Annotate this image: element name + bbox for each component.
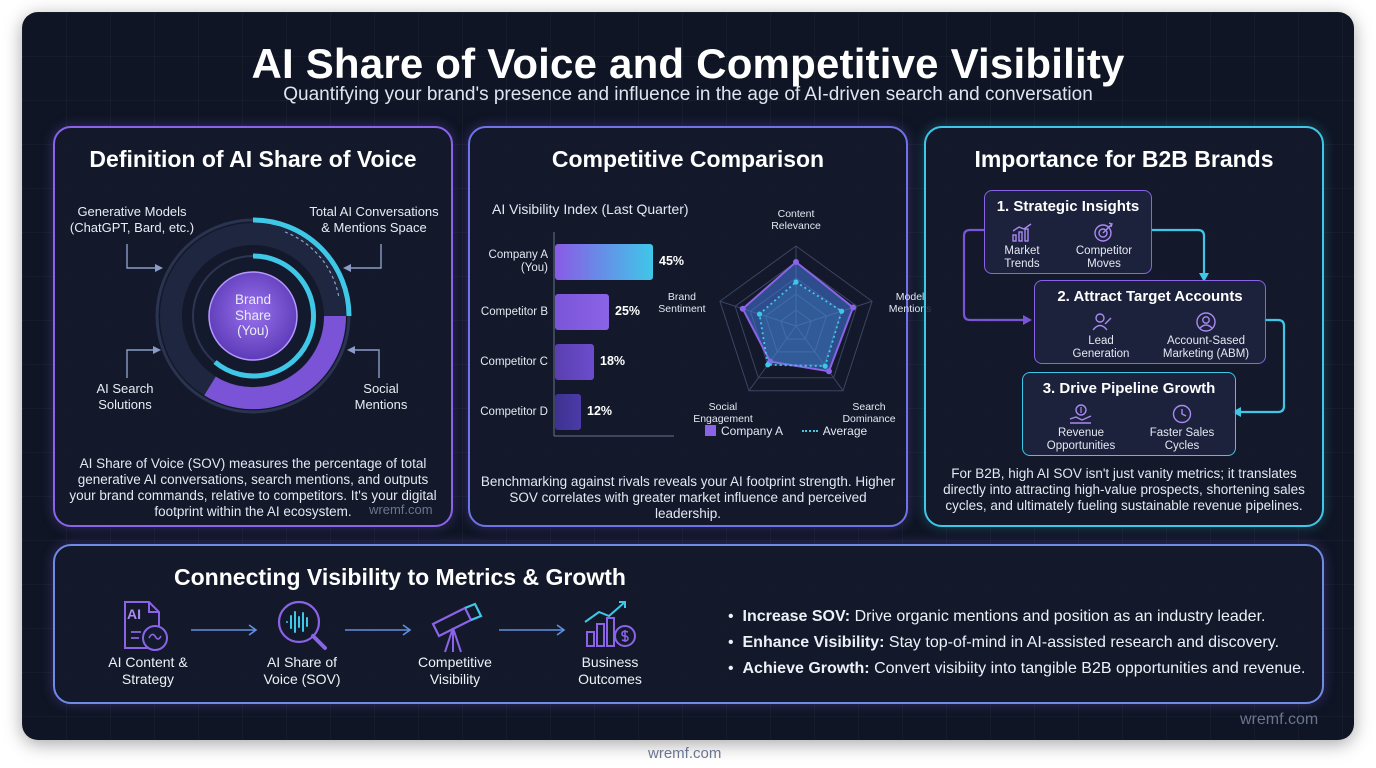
label-generative-models: Generative Models (ChatGPT, Bard, etc.) [69,204,195,235]
page-subtitle: Quantifying your brand's presence and in… [283,84,1093,105]
radar-point-company-a [825,368,832,375]
legend-company-swatch [705,425,716,436]
bar-value-label: 25% [615,304,641,318]
radar-point-company-a [739,305,746,312]
radar-legend: Company A Average [705,424,867,438]
radar-chart [719,245,873,392]
radar-axis-label: Content Relevance [771,208,821,232]
bar-competitor-c [555,344,594,380]
definition-title: Definition of AI Share of Voice [89,146,417,172]
legend-company-label: Company A [721,424,783,438]
competitor-target-icon [1094,222,1113,242]
revenue-icon [1069,404,1092,424]
importance-panel: Importance for B2B Brands 1. Strategic I… [924,126,1324,527]
importance-description: For B2B, high AI SOV isn't just vanity m… [943,466,1305,513]
label-total-ai-conversations: Total AI Conversations & Mentions Space [309,204,439,235]
flow-step-competitive-visibility: Competitive Visibility [418,654,492,687]
footer-watermark: wremf.com [648,745,722,762]
abm-user-icon [1196,312,1216,332]
radar-point-average [822,363,828,369]
bar-value-label: 12% [587,404,613,418]
radar-grid-ring [734,261,858,379]
lead-generation-label: Lead Generation [1072,335,1130,360]
bar-value-label: 18% [600,354,626,368]
cyan-inner-arc [213,253,317,379]
cyan-outer-arc [252,217,352,317]
definition-panel: Definition of AI Share of Voice Generati… [53,126,453,527]
comparison-panel: Competitive Comparison AI Visibility Ind… [468,126,931,527]
clock-icon [1172,404,1192,424]
bar-competitor-b [555,294,609,330]
step-3-title: 3. Drive Pipeline Growth [1042,380,1216,397]
flow-arrows [191,624,566,636]
bullet-achieve-growth: • Achieve Growth: Convert visibiity into… [728,660,1306,677]
purple-share-arc [204,315,347,410]
bar-category-label: Company A (You) [488,249,548,274]
step-1-title: 1. Strategic Insights [996,198,1140,215]
step-strategic-insights: 1. Strategic Insights Market Trends Compe… [984,190,1152,274]
comparison-title: Competitive Comparison [551,146,825,172]
radar-point-average [765,362,771,368]
radar-point-average [793,279,799,285]
bar-category-label: Competitor D [480,405,548,418]
bullet-enhance-visibility: • Enhance Visibility: Stay top-of-mind i… [728,634,1280,651]
radar-point-average [756,311,763,317]
growth-title: Connecting Visibility to Metrics & Growt… [174,564,626,590]
bar-category-label: Competitor B [480,305,548,318]
step-drive-pipeline-growth: 3. Drive Pipeline Growth Revenue Opportun… [1022,372,1236,456]
radar-axis-label: Search Dominance [842,400,896,425]
importance-title: Importance for B2B Brands [974,146,1274,172]
legend-average-swatch [801,430,818,432]
telescope-icon [431,602,483,653]
label-ai-search-solutions: AI Search Solutions [96,381,154,412]
legend-average-label: Average [822,424,868,438]
bullet-increase-sov: • Increase SOV: Drive organic mentions a… [728,608,1266,625]
comparison-description: Benchmarking against rivals reveals your… [480,474,896,521]
ai-doc-icon-text: AI [127,606,141,622]
radar-series-average [758,280,843,368]
share-of-voice-ring-diagram [126,217,382,414]
faster-sales-cycles-label: Faster Sales Cycles [1149,427,1215,452]
step-attract-target-accounts: 2. Attract Target Accounts Lead Generatio… [1034,280,1266,364]
radar-axis-label: Brand Sentiment [658,291,706,316]
bar-chart-title: AI Visibility Index (Last Quarter) [492,201,689,217]
lead-generation-icon [1092,313,1112,331]
radar-point-company-a [793,259,799,265]
importance-flow-arrows [962,228,1286,417]
label-social-mentions: Social Mentions [354,381,408,412]
flow-step-ai-content: AI Content & Strategy [108,654,188,687]
definition-description: AI Share of Voice (SOV) measures the per… [69,456,437,519]
business-outcomes-chart-icon [584,601,636,647]
sov-audio-search-icon [277,600,327,650]
bar-chart-axis [553,232,674,437]
radar-axis-label: Social Engagement [693,400,753,425]
flow-step-business-outcomes: Business Outcomes [578,654,642,687]
radar-grid-ring [719,245,873,392]
infographic-frame: AI Share of Voice and Competitive Visibi… [22,12,1354,740]
radar-series-company-a [741,260,855,373]
bar-value-label: 45% [659,254,685,268]
flow-step-share-of-voice: AI Share of Voice (SOV) [263,654,341,687]
market-trends-icon [1012,223,1032,242]
radar-axis-label: Model Mentions [888,291,932,316]
market-trends-label: Market Trends [1004,245,1040,270]
step-2-title: 2. Attract Target Accounts [1057,288,1243,305]
frame-watermark: wremf.com [1240,711,1319,728]
growth-panel: Connecting Visibility to Metrics & Growt… [53,544,1324,704]
bar-competitor-d [555,394,581,430]
bar-company-a-you [555,244,653,280]
abm-label: Account-Sased Marketing (ABM) [1162,335,1250,360]
definition-watermark: wremf.com [369,502,433,517]
ai-content-document-icon [124,601,168,651]
radar-point-average [839,308,845,314]
brand-share-center-label: Brand Share (You) [234,292,272,338]
revenue-opportunities-label: Revenue Opportunities [1046,427,1116,452]
bar-category-label: Competitor C [480,355,548,368]
page-title: AI Share of Voice and Competitive Visibi… [251,40,1125,87]
radar-point-company-a [850,304,857,311]
competitor-moves-label: Competitor Moves [1075,245,1133,270]
